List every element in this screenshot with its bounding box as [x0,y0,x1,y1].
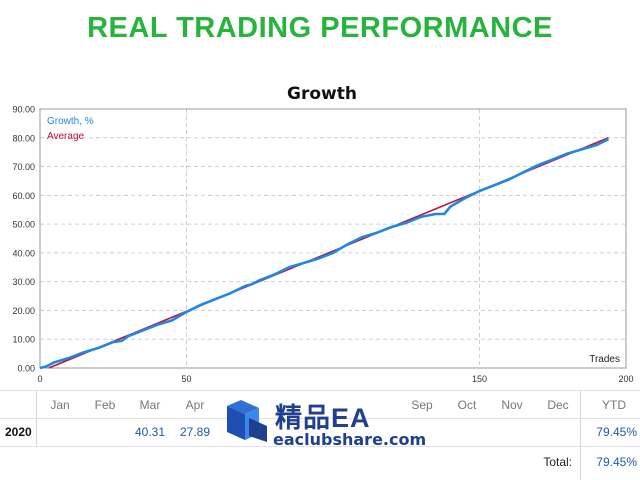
y-tick-label: 20.00 [12,306,35,316]
y-tick-label: 0.00 [17,364,35,374]
growth-chart: Growth 0.00 10.00 20.00 30.00 40.00 50.00 60.0… [12,84,633,384]
legend-growth: Growth, % [47,116,94,127]
grid-lines [40,109,626,368]
watermark-brand: 精品EA [275,403,371,433]
chart-title: Growth [287,84,357,104]
row-divider [0,446,640,447]
page-headline: REAL TRADING PERFORMANCE [87,12,553,44]
table-total-row: Total: 79.45% [0,447,640,477]
y-axis: 0.00 10.00 20.00 30.00 40.00 50.00 60.00 70.00 8… [12,105,35,374]
header-feb: Feb [94,398,116,412]
x-axis: 0 50 150 200 [37,374,633,384]
year-label: 2020 [5,425,32,439]
value-mar: 40.31 [134,425,166,439]
header-dec: Dec [547,398,569,412]
table-header-row: Jan Feb Mar Apr Sep Oct Nov Dec YTD [0,390,640,420]
monthly-returns-table: Jan Feb Mar Apr Sep Oct Nov Dec YTD 2020… [0,390,640,480]
header-oct: Oct [457,398,477,412]
y-tick-label: 60.00 [12,191,35,201]
ytd-column-divider [580,390,581,480]
header-mar: Mar [139,398,161,412]
value-ytd: 79.45% [596,425,637,439]
y-tick-label: 10.00 [12,335,35,345]
header-nov: Nov [501,398,523,412]
x-tick-label: 200 [618,374,633,384]
x-tick-label: 50 [181,374,191,384]
x-axis-label: Trades [589,354,620,365]
table-row-2020: 2020 40.31 27.89 79.45% [0,417,640,447]
header-divider [0,418,640,419]
y-tick-label: 90.00 [12,105,35,115]
y-tick-label: 80.00 [12,133,35,143]
books-logo-icon [227,400,267,442]
header-sep: Sep [411,398,433,412]
plot-frame [39,108,627,369]
y-tick-label: 30.00 [12,277,35,287]
total-value: 79.45% [596,455,637,469]
header-jan: Jan [50,398,70,412]
x-tick-label: 150 [472,374,487,384]
x-tick-label: 0 [37,374,42,384]
growth-line [39,138,609,370]
y-tick-label: 50.00 [12,220,35,230]
total-label: Total: [543,455,572,469]
legend-average: Average [47,131,85,142]
watermark: 精品EA eaclubshare.com [223,396,426,450]
header-ytd: YTD [602,398,626,412]
y-tick-label: 70.00 [12,162,35,172]
header-apr: Apr [185,398,205,412]
table-top-border [0,390,640,391]
y-tick-label: 40.00 [12,248,35,258]
value-apr: 27.89 [179,425,211,439]
watermark-url: eaclubshare.com [273,430,427,449]
